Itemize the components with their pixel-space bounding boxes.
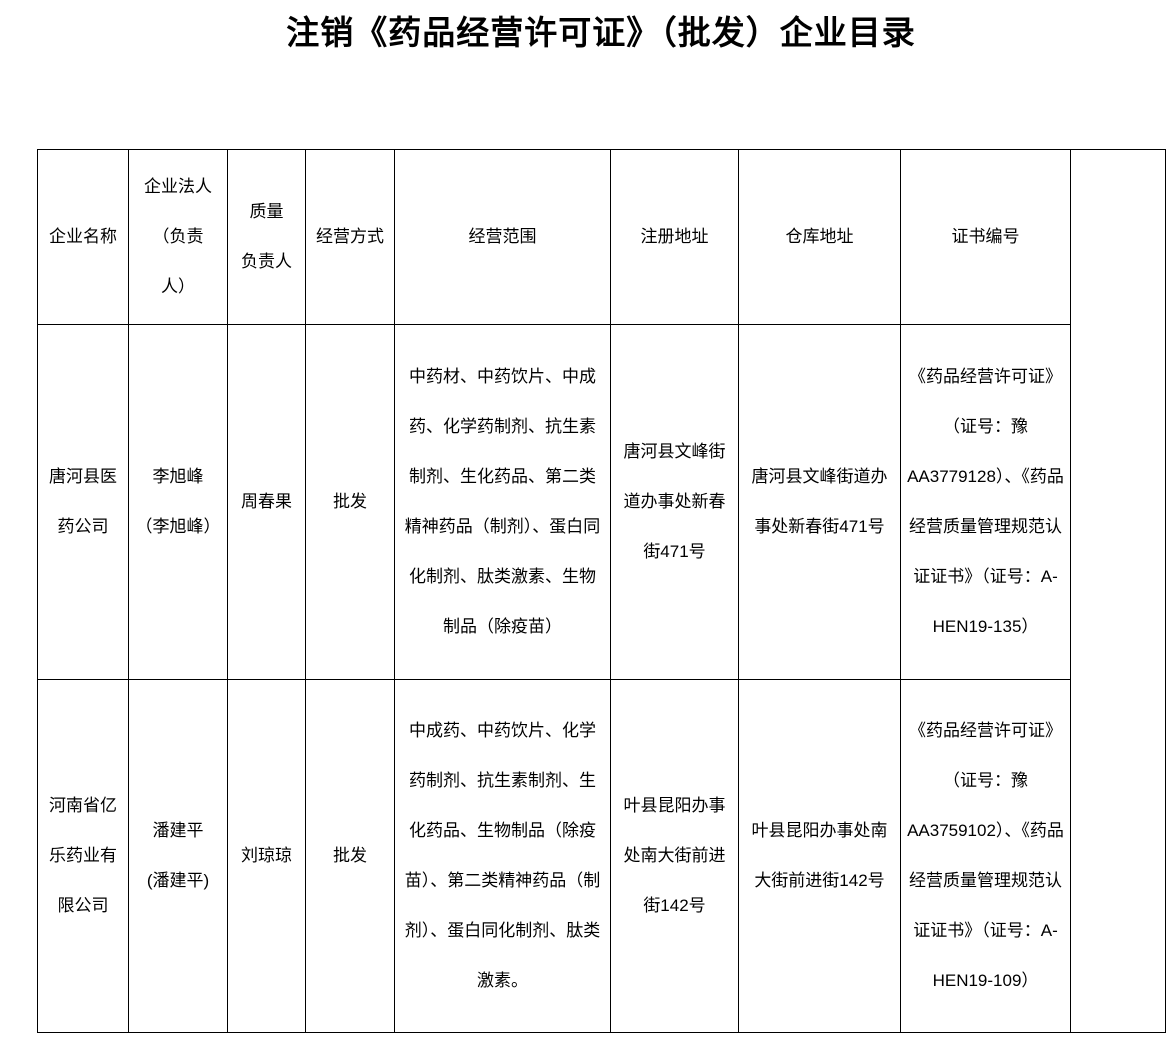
cell-certificate-number: 《药品经营许可证》（证号：豫AA3759102）、《药品经营质量管理规范认证证书… — [900, 679, 1071, 1033]
cell-quality-manager: 刘琼琼 — [227, 679, 306, 1033]
header-company-name: 企业名称 — [37, 149, 129, 325]
cell-business-mode: 批发 — [305, 679, 395, 1033]
cell-registered-address: 唐河县文峰街道办事处新春街471号 — [610, 324, 739, 680]
cell-warehouse-address: 唐河县文峰街道办事处新春街471号 — [738, 324, 901, 680]
header-business-scope: 经营范围 — [394, 149, 611, 325]
header-quality-manager: 质量 负责人 — [227, 149, 306, 325]
header-extra-empty-column — [1070, 149, 1166, 1033]
cell-legal-representative: 潘建平 (潘建平) — [128, 679, 228, 1033]
cell-registered-address: 叶县昆阳办事处南大街前进街142号 — [610, 679, 739, 1033]
header-warehouse-address: 仓库地址 — [738, 149, 901, 325]
cell-quality-manager: 周春果 — [227, 324, 306, 680]
cell-legal-representative: 李旭峰 （李旭峰） — [128, 324, 228, 680]
cell-certificate-number: 《药品经营许可证》（证号：豫AA3779128）、《药品经营质量管理规范认证证书… — [900, 324, 1071, 680]
header-registered-address: 注册地址 — [610, 149, 739, 325]
cell-business-mode: 批发 — [305, 324, 395, 680]
license-cancellation-table: 企业名称 企业法人 （负责 人） 质量 负责人 经营方式 经营范围 注册地址 仓… — [37, 149, 1166, 1033]
page-title: 注销《药品经营许可证》（批发）企业目录 — [286, 14, 916, 51]
cell-company-name: 唐河县医药公司 — [37, 324, 129, 680]
cell-business-scope: 中药材、中药饮片、中成药、化学药制剂、抗生素制剂、生化药品、第二类精神药品（制剂… — [394, 324, 611, 680]
cell-business-scope: 中成药、中药饮片、化学药制剂、抗生素制剂、生化药品、生物制品（除疫苗）、第二类精… — [394, 679, 611, 1033]
table-row: 唐河县医药公司 李旭峰 （李旭峰） 周春果 批发 中药材、中药饮片、中成药、化学… — [37, 324, 1166, 680]
cell-company-name: 河南省亿乐药业有限公司 — [37, 679, 129, 1033]
header-business-mode: 经营方式 — [305, 149, 395, 325]
table-header-row: 企业名称 企业法人 （负责 人） 质量 负责人 经营方式 经营范围 注册地址 仓… — [37, 149, 1166, 1033]
header-legal-representative: 企业法人 （负责 人） — [128, 149, 228, 325]
table-row: 河南省亿乐药业有限公司 潘建平 (潘建平) 刘琼琼 批发 中成药、中药饮片、化学… — [37, 679, 1166, 1033]
header-certificate-number: 证书编号 — [900, 149, 1071, 325]
cell-warehouse-address: 叶县昆阳办事处南大街前进街142号 — [738, 679, 901, 1033]
